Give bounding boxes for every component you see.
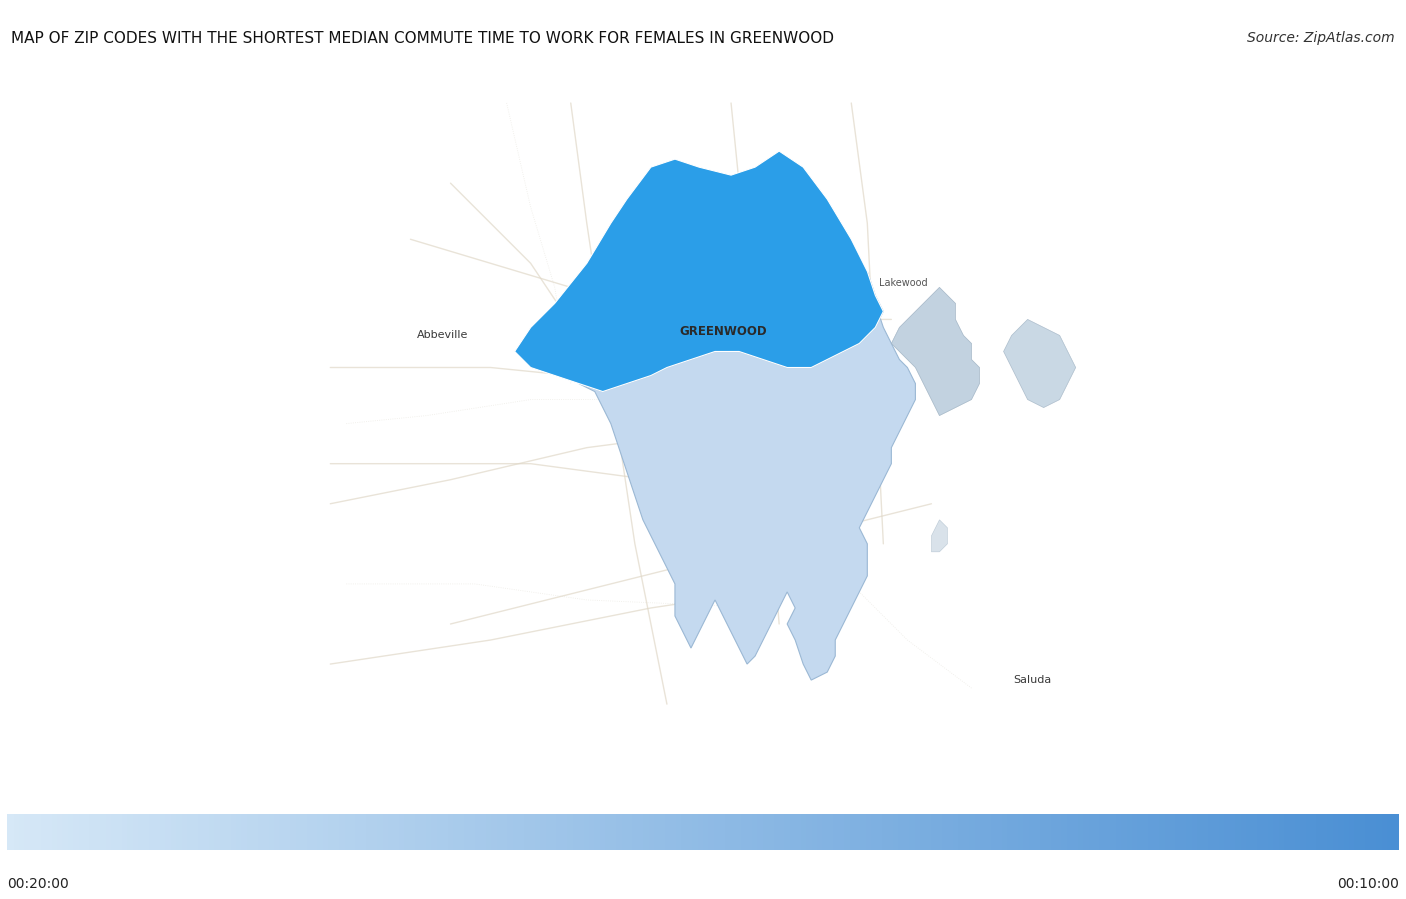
Polygon shape <box>1004 319 1076 407</box>
Text: Source: ZipAtlas.com: Source: ZipAtlas.com <box>1247 31 1395 46</box>
Polygon shape <box>891 288 980 415</box>
Polygon shape <box>579 271 915 681</box>
Polygon shape <box>931 520 948 552</box>
Polygon shape <box>515 151 883 392</box>
Text: 00:20:00: 00:20:00 <box>7 877 69 891</box>
Text: Abbeville: Abbeville <box>416 331 468 341</box>
Text: 00:10:00: 00:10:00 <box>1337 877 1399 891</box>
Text: GREENWOOD: GREENWOOD <box>679 325 766 338</box>
Text: Saluda: Saluda <box>1014 675 1052 685</box>
Text: MAP OF ZIP CODES WITH THE SHORTEST MEDIAN COMMUTE TIME TO WORK FOR FEMALES IN GR: MAP OF ZIP CODES WITH THE SHORTEST MEDIA… <box>11 31 834 47</box>
Text: Lakewood: Lakewood <box>879 279 928 289</box>
